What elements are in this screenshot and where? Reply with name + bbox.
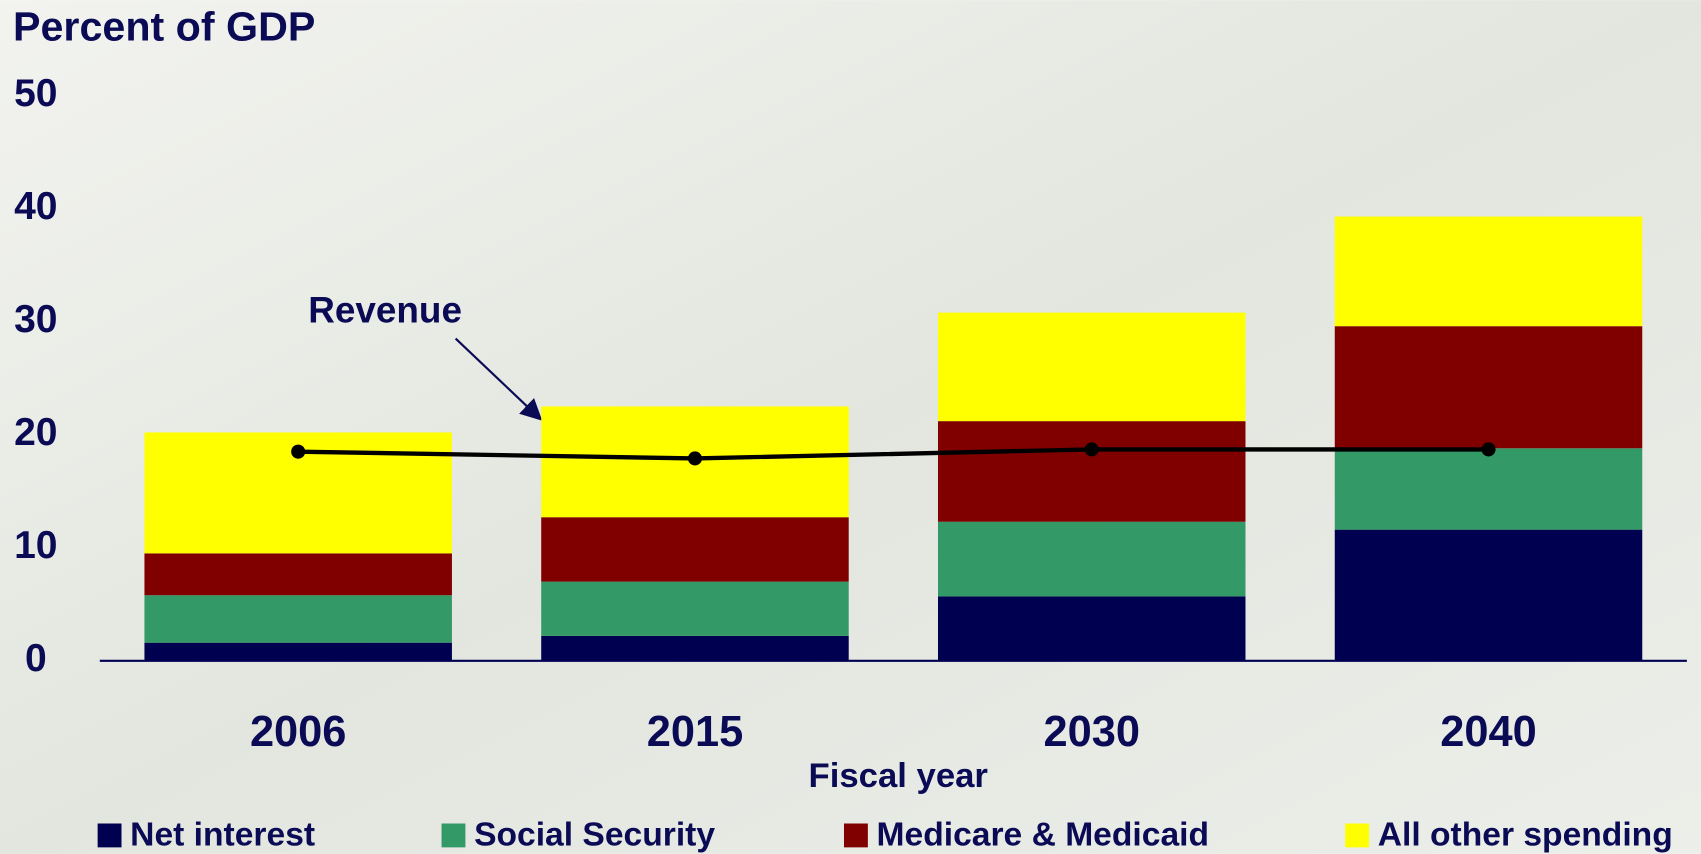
x-tick-label: 2040 — [1440, 708, 1537, 756]
legend-swatch — [1345, 823, 1370, 848]
revenue-point — [1481, 442, 1496, 457]
annotation-arrow — [454, 337, 543, 421]
bar-segment — [937, 421, 1246, 522]
y-tick-label: 10 — [14, 524, 57, 567]
bar-segment — [1334, 448, 1643, 530]
bar-segment — [541, 581, 849, 636]
bar-segment — [1334, 529, 1643, 661]
y-tick-label: 30 — [14, 298, 57, 341]
y-tick-label: 0 — [25, 637, 47, 680]
y-tick-label: 50 — [14, 72, 57, 115]
legend-label: Social Security — [474, 816, 715, 853]
legend-label: All other spending — [1378, 816, 1673, 853]
bar-segment — [937, 521, 1246, 597]
bar-segment — [541, 635, 849, 661]
revenue-point — [1084, 442, 1099, 457]
bar-segment — [541, 517, 849, 582]
revenue-line — [298, 447, 1489, 461]
revenue-point — [687, 451, 703, 466]
y-axis-title: Percent of GDP — [13, 3, 315, 49]
bar-segment — [937, 596, 1246, 661]
bar-segment — [1334, 326, 1643, 449]
bar-segment — [937, 312, 1246, 422]
legend-swatch — [441, 823, 466, 848]
legend-swatch — [97, 823, 122, 848]
legend-label: Medicare & Medicaid — [877, 816, 1209, 853]
annotation: Revenue — [308, 289, 462, 330]
bar-segment — [144, 642, 452, 661]
y-tick-label: 40 — [14, 185, 57, 228]
x-tick-label: 2015 — [647, 708, 744, 756]
x-axis-title: Fiscal year — [809, 757, 988, 795]
bar-segment — [144, 553, 452, 596]
bar-segment — [1334, 216, 1643, 327]
legend-label: Net interest — [130, 816, 315, 853]
y-tick-label: 20 — [14, 411, 57, 454]
revenue-point — [291, 444, 306, 459]
legend-swatch — [843, 823, 868, 848]
x-tick-label: 2030 — [1043, 708, 1140, 756]
bar-segment — [144, 595, 452, 643]
x-tick-label: 2006 — [250, 708, 347, 756]
